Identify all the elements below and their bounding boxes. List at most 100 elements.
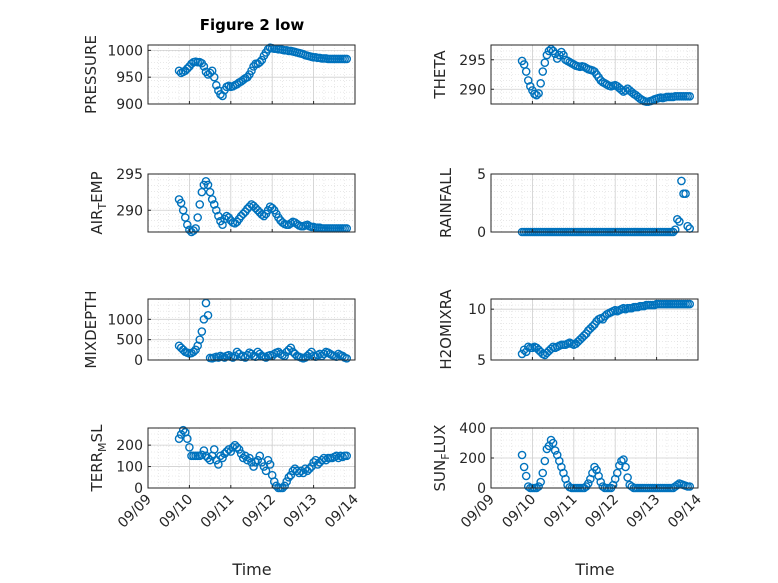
- axes-box: [490, 44, 699, 105]
- data-point: [251, 457, 260, 467]
- data-point: [342, 451, 352, 461]
- subplot-sun_flux: 0 200 400 SUNFLUX 09/09 09/10 09/11 09/12 09/13 0…: [431, 421, 705, 531]
- data-point: [185, 442, 194, 452]
- data-point: [675, 217, 684, 226]
- data-point: [673, 480, 682, 490]
- data-point: [309, 457, 318, 467]
- plot-area: [491, 174, 698, 232]
- data-point: [257, 55, 267, 65]
- data-point: [243, 455, 252, 465]
- data-point: [685, 92, 695, 101]
- x-axis-label-left: Time: [231, 560, 271, 579]
- y-tick-label: 400: [459, 421, 486, 437]
- data-point: [521, 67, 531, 76]
- data-point: [209, 445, 219, 454]
- data-point: [588, 322, 597, 331]
- axes-box: [490, 298, 699, 361]
- x-tick-label: 09/12: [582, 492, 622, 532]
- x-tick-label: 09/10: [156, 492, 196, 532]
- data-point: [199, 62, 209, 71]
- y-axis-label: PRESSURE: [82, 35, 100, 114]
- data-point: [265, 460, 275, 469]
- data-point: [236, 449, 246, 459]
- data-point: [685, 482, 695, 491]
- y-tick-label: 100: [116, 460, 143, 476]
- data-point: [185, 225, 194, 235]
- data-point: [240, 451, 250, 461]
- series-markers: [517, 44, 695, 106]
- data-point: [305, 464, 314, 474]
- data-point: [249, 462, 258, 471]
- data-point: [203, 310, 213, 320]
- data-point: [540, 58, 550, 68]
- data-point: [263, 455, 273, 465]
- data-point: [286, 470, 296, 480]
- data-point: [176, 430, 186, 439]
- data-point: [178, 425, 188, 435]
- y-axis-label: H2OMIXRA: [437, 289, 455, 370]
- data-point: [617, 456, 626, 466]
- data-point: [583, 479, 593, 488]
- y-tick-label: 200: [116, 438, 143, 454]
- y-tick-label: 900: [116, 97, 143, 113]
- data-point: [226, 447, 236, 456]
- axes-box: [147, 298, 356, 361]
- data-point: [282, 477, 291, 486]
- data-point: [685, 299, 695, 309]
- data-point: [259, 211, 269, 221]
- y-tick-label: 0: [477, 481, 486, 497]
- subplot-terr_msl: 0 100 200 TERRMSL 09/09 09/10 09/11 09/12 09/13 0…: [88, 424, 362, 531]
- y-tick-label: 1000: [107, 312, 143, 328]
- data-point: [342, 54, 352, 64]
- data-point: [189, 226, 198, 235]
- data-point: [247, 66, 256, 76]
- data-point: [294, 468, 304, 478]
- data-point: [534, 89, 543, 98]
- data-point: [621, 462, 630, 472]
- x-tick-label: 09/10: [499, 492, 539, 532]
- data-point: [550, 446, 560, 455]
- y-tick-label: 5: [477, 167, 486, 183]
- data-point: [261, 466, 271, 476]
- data-point: [218, 453, 227, 463]
- x-tick-label: 09/09: [458, 492, 498, 532]
- subplot-air_temp: 290 295 AIRTEMP: [88, 167, 356, 237]
- y-axis-label: THETA: [431, 50, 449, 100]
- x-tick-label: 09/14: [322, 491, 362, 531]
- data-point: [598, 482, 608, 491]
- data-point: [521, 471, 531, 481]
- data-point: [319, 453, 329, 463]
- y-tick-label: 0: [477, 225, 486, 241]
- data-point: [222, 447, 231, 456]
- axes-box: [490, 173, 699, 233]
- data-point: [183, 434, 192, 444]
- data-point: [193, 213, 202, 222]
- subplot-rainfall: 0 5 RAINFALL: [437, 167, 699, 241]
- data-point: [214, 353, 223, 362]
- data-point: [245, 453, 254, 463]
- data-point: [342, 354, 352, 363]
- y-tick-label: 295: [116, 167, 143, 183]
- data-point: [203, 453, 213, 463]
- data-point: [526, 82, 535, 91]
- y-tick-label: 1000: [107, 43, 143, 59]
- y-axis-label: MIXDEPTH: [82, 290, 100, 368]
- data-point: [189, 347, 198, 357]
- data-point: [238, 453, 248, 463]
- data-point: [670, 225, 680, 234]
- data-point: [232, 347, 242, 357]
- subplot-pressure: 900 950 1000 PRESSURE: [82, 35, 356, 114]
- data-point: [240, 353, 250, 362]
- data-point: [232, 442, 242, 452]
- data-point: [207, 195, 217, 204]
- data-point: [284, 472, 294, 482]
- data-point: [548, 438, 558, 448]
- data-point: [319, 349, 329, 359]
- data-point: [617, 85, 626, 95]
- y-tick-label: 295: [459, 53, 486, 69]
- data-point: [212, 80, 221, 90]
- data-point: [257, 210, 267, 219]
- data-point: [267, 203, 277, 213]
- data-point: [218, 220, 227, 230]
